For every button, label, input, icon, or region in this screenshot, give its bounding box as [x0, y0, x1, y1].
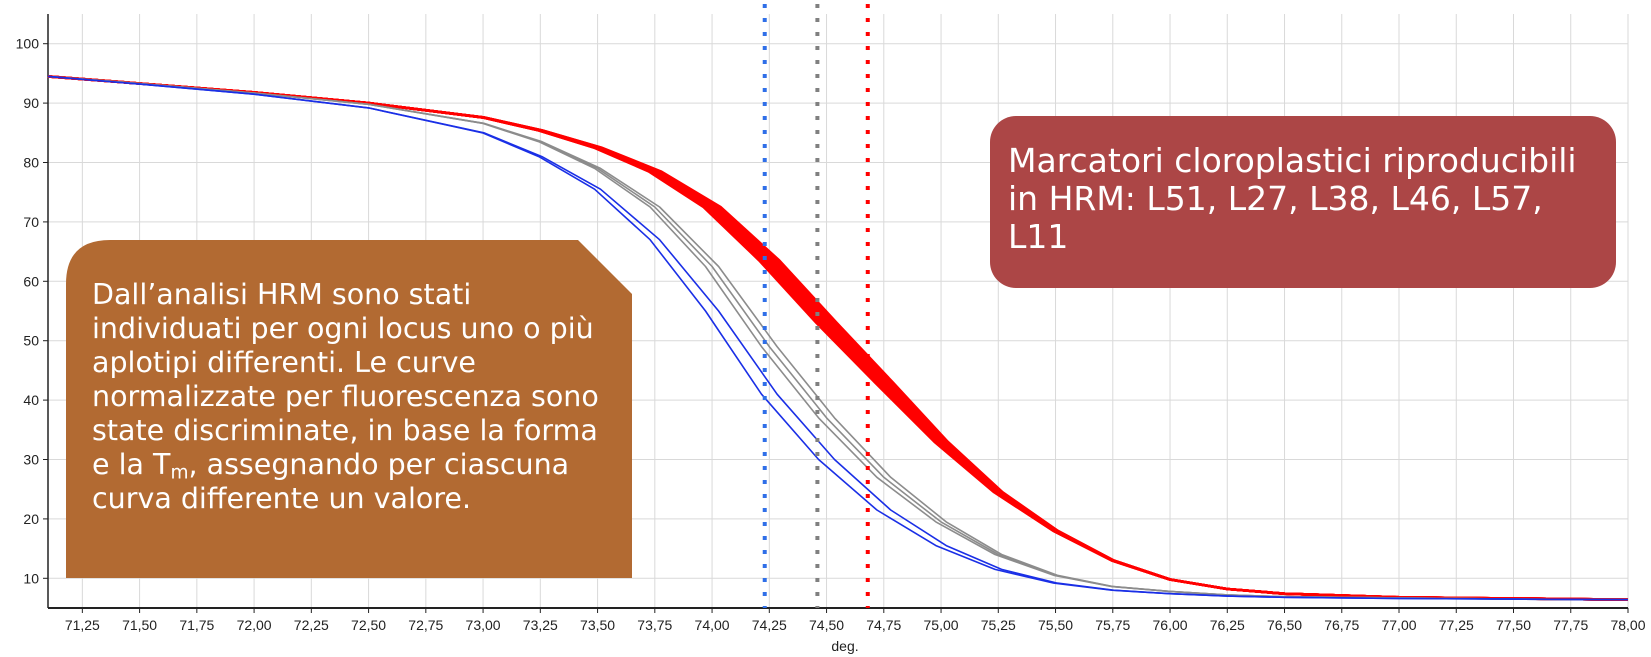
y-tick-label: 100 [16, 36, 40, 52]
callout-shape-left [66, 240, 632, 578]
x-tick-label: 77,50 [1496, 617, 1531, 633]
x-tick-label: 77,75 [1553, 617, 1588, 633]
y-tick-label: 70 [23, 214, 39, 230]
y-tick-label: 10 [23, 570, 39, 586]
x-tick-label: 73,50 [580, 617, 615, 633]
x-tick-label: 71,25 [65, 617, 100, 633]
y-tick-label: 20 [23, 511, 39, 527]
x-tick-label: 71,50 [122, 617, 157, 633]
y-tick-label: 80 [23, 155, 39, 171]
x-tick-label: 75,25 [981, 617, 1016, 633]
x-tick-label: 73,25 [523, 617, 558, 633]
x-tick-label: 78,00 [1610, 617, 1645, 633]
tm-markers [762, 4, 870, 608]
x-tick-label: 72,75 [408, 617, 443, 633]
x-tick-label: 76,50 [1267, 617, 1302, 633]
x-tick-label: 71,75 [179, 617, 214, 633]
y-tick-label: 90 [23, 95, 39, 111]
x-tick-label: 74,50 [809, 617, 844, 633]
markers-callout: Marcatori cloroplastici riproducibili in… [990, 116, 1616, 288]
markers-callout-text: Marcatori cloroplastici riproducibili in… [1008, 141, 1577, 256]
gray-curve [47, 75, 1629, 601]
x-tick-label: 75,00 [924, 617, 959, 633]
x-tick-label: 75,75 [1095, 617, 1130, 633]
x-tick-label: 77,00 [1381, 617, 1416, 633]
blue-curve [47, 75, 1629, 601]
y-tick-label: 60 [23, 273, 39, 289]
x-tick-label: 74,25 [752, 617, 787, 633]
y-tick-label: 40 [23, 392, 39, 408]
red-curve [47, 75, 1629, 601]
x-tick-label: 72,50 [351, 617, 386, 633]
haplotype-callout-text: Dall’analisi HRM sono stati individuati … [92, 278, 599, 515]
x-tick-label: 76,00 [1153, 617, 1188, 633]
x-tick-label: 73,00 [466, 617, 501, 633]
x-tick-label: 72,25 [294, 617, 329, 633]
x-tick-label: 77,25 [1439, 617, 1474, 633]
x-tick-label: 76,25 [1210, 617, 1245, 633]
x-tick-label: 76,75 [1324, 617, 1359, 633]
x-tick-label: 72,00 [237, 617, 272, 633]
tick-labels: 71,25 71,50 71,75 72,00 72,25 72,50 72,75 73,00… [16, 36, 1646, 633]
x-tick-label: 73,75 [637, 617, 672, 633]
y-tick-label: 50 [23, 333, 39, 349]
y-tick-label: 30 [23, 452, 39, 468]
x-tick-label: 74,75 [866, 617, 901, 633]
haplotype-callout: Dall’analisi HRM sono stati individuati … [66, 240, 632, 578]
curves [47, 75, 1629, 601]
x-tick-label: 75,50 [1038, 617, 1073, 633]
x-tick-label: 74,00 [695, 617, 730, 633]
x-axis-unit-label: deg. [831, 638, 858, 654]
